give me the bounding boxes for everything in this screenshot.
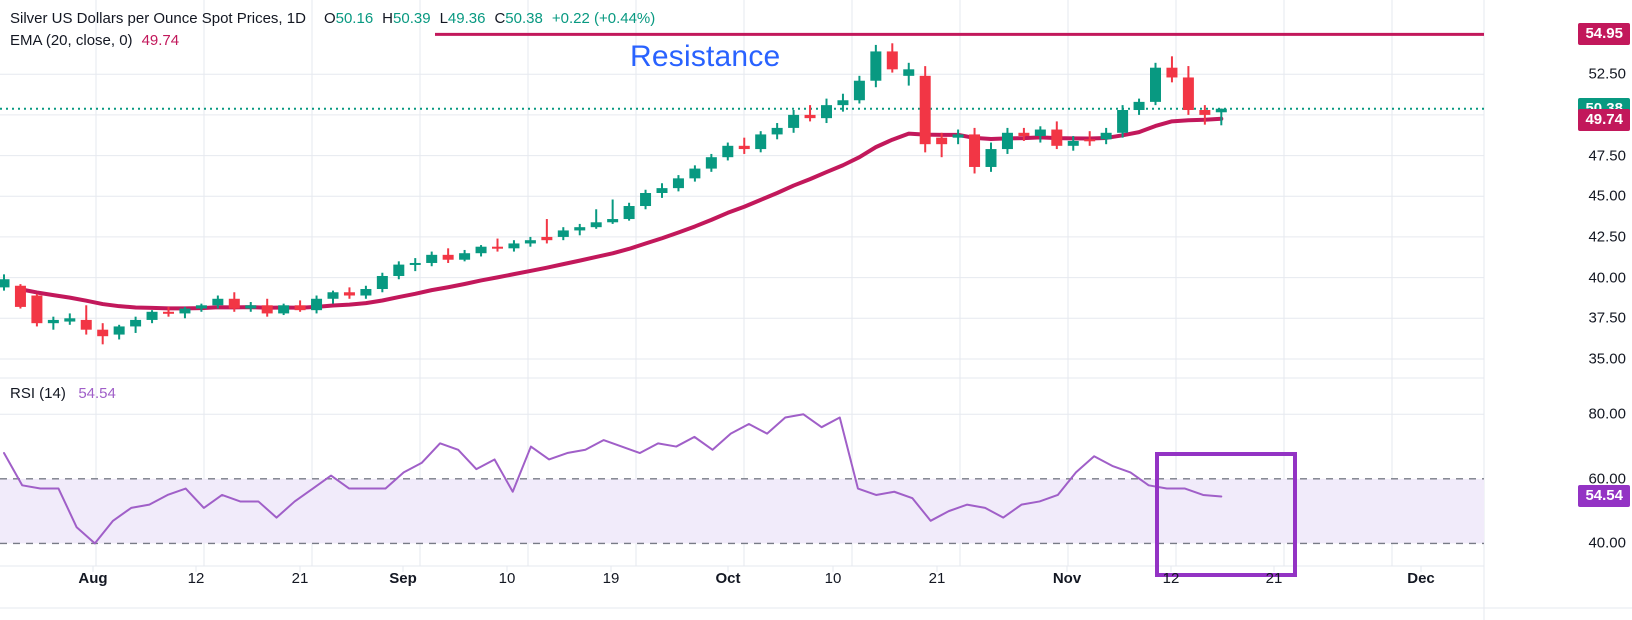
price-axis-tick: 47.50 — [1588, 147, 1626, 165]
symbol-title[interactable]: Silver US Dollars per Ounce Spot Prices,… — [10, 10, 306, 27]
rsi-label[interactable]: RSI (14) — [10, 385, 66, 402]
price-axis-tick: 45.00 — [1588, 187, 1626, 205]
date-axis-tick: 19 — [602, 570, 620, 587]
date-axis-tick: Aug — [78, 570, 108, 587]
ohlc-low-key: L — [439, 10, 448, 27]
rsi-axis-tick: 60.00 — [1588, 470, 1626, 488]
resistance-annotation-label[interactable]: Resistance — [630, 40, 781, 73]
price-axis-tick: 52.50 — [1588, 65, 1626, 83]
ohlc-open: O50.16 — [315, 8, 373, 30]
ema-label[interactable]: EMA (20, close, 0) — [10, 31, 133, 49]
date-axis-tick: 21 — [1265, 570, 1283, 587]
date-axis-tick: Oct — [715, 570, 741, 587]
date-axis-tick: 10 — [498, 570, 516, 587]
date-axis-tick: Nov — [1052, 570, 1082, 587]
ohlc-change: +0.22 (+0.44%) — [551, 10, 656, 27]
ohlc-close-value: 50.38 — [505, 10, 543, 27]
date-axis-tick: 21 — [928, 570, 946, 587]
ohlc-close-key: C — [494, 10, 506, 27]
ohlc-open-value: 50.16 — [335, 10, 374, 27]
ohlc-close: C50.38 — [494, 8, 542, 30]
price-axis-tick: 35.00 — [1588, 350, 1626, 368]
price-axis-tick: 42.50 — [1588, 228, 1626, 246]
ohlc-low: L49.36 — [440, 8, 486, 30]
price-axis-tick: 40.00 — [1588, 269, 1626, 287]
date-axis-tick: 10 — [824, 570, 842, 587]
rsi-axis-badge[interactable]: 54.54 — [1578, 485, 1630, 508]
ema-value: 49.74 — [141, 31, 180, 49]
date-axis-tick: Sep — [389, 570, 417, 587]
price-axis[interactable]: 52.50 47.50 45.00 42.50 40.00 37.50 35.00 54.95… — [1484, 0, 1632, 620]
rsi-legend[interactable]: RSI (14) 54.54 — [10, 385, 116, 403]
rsi-axis-tick: 40.00 — [1588, 534, 1626, 552]
legend-row-ema[interactable]: EMA (20, close, 0) 49.74 — [10, 30, 655, 52]
ohlc-high-value: 50.39 — [393, 10, 431, 27]
ohlc-high: H50.39 — [382, 8, 430, 30]
ohlc-high-key: H — [382, 10, 394, 27]
legend-row-price[interactable]: Silver US Dollars per Ounce Spot Prices,… — [10, 8, 655, 30]
ohlc-open-key: O — [323, 10, 336, 27]
chart-legend: Silver US Dollars per Ounce Spot Prices,… — [10, 8, 655, 52]
ohlc-low-value: 49.36 — [447, 10, 486, 27]
rsi-value: 54.54 — [78, 385, 116, 402]
date-axis-tick: 21 — [291, 570, 309, 587]
date-axis[interactable]: Aug 12 21 Sep 10 19 Oct 10 21 Nov 12 21 Dec — [0, 566, 1484, 608]
price-axis-tick: 37.50 — [1588, 309, 1626, 327]
date-axis-tick: 12 — [187, 570, 205, 587]
price-axis-badge[interactable]: 54.95 — [1578, 23, 1630, 46]
date-axis-tick: Dec — [1407, 570, 1435, 587]
rsi-axis-tick: 80.00 — [1588, 405, 1626, 423]
price-axis-badge[interactable]: 49.74 — [1578, 109, 1630, 132]
date-axis-tick: 12 — [1162, 570, 1180, 587]
